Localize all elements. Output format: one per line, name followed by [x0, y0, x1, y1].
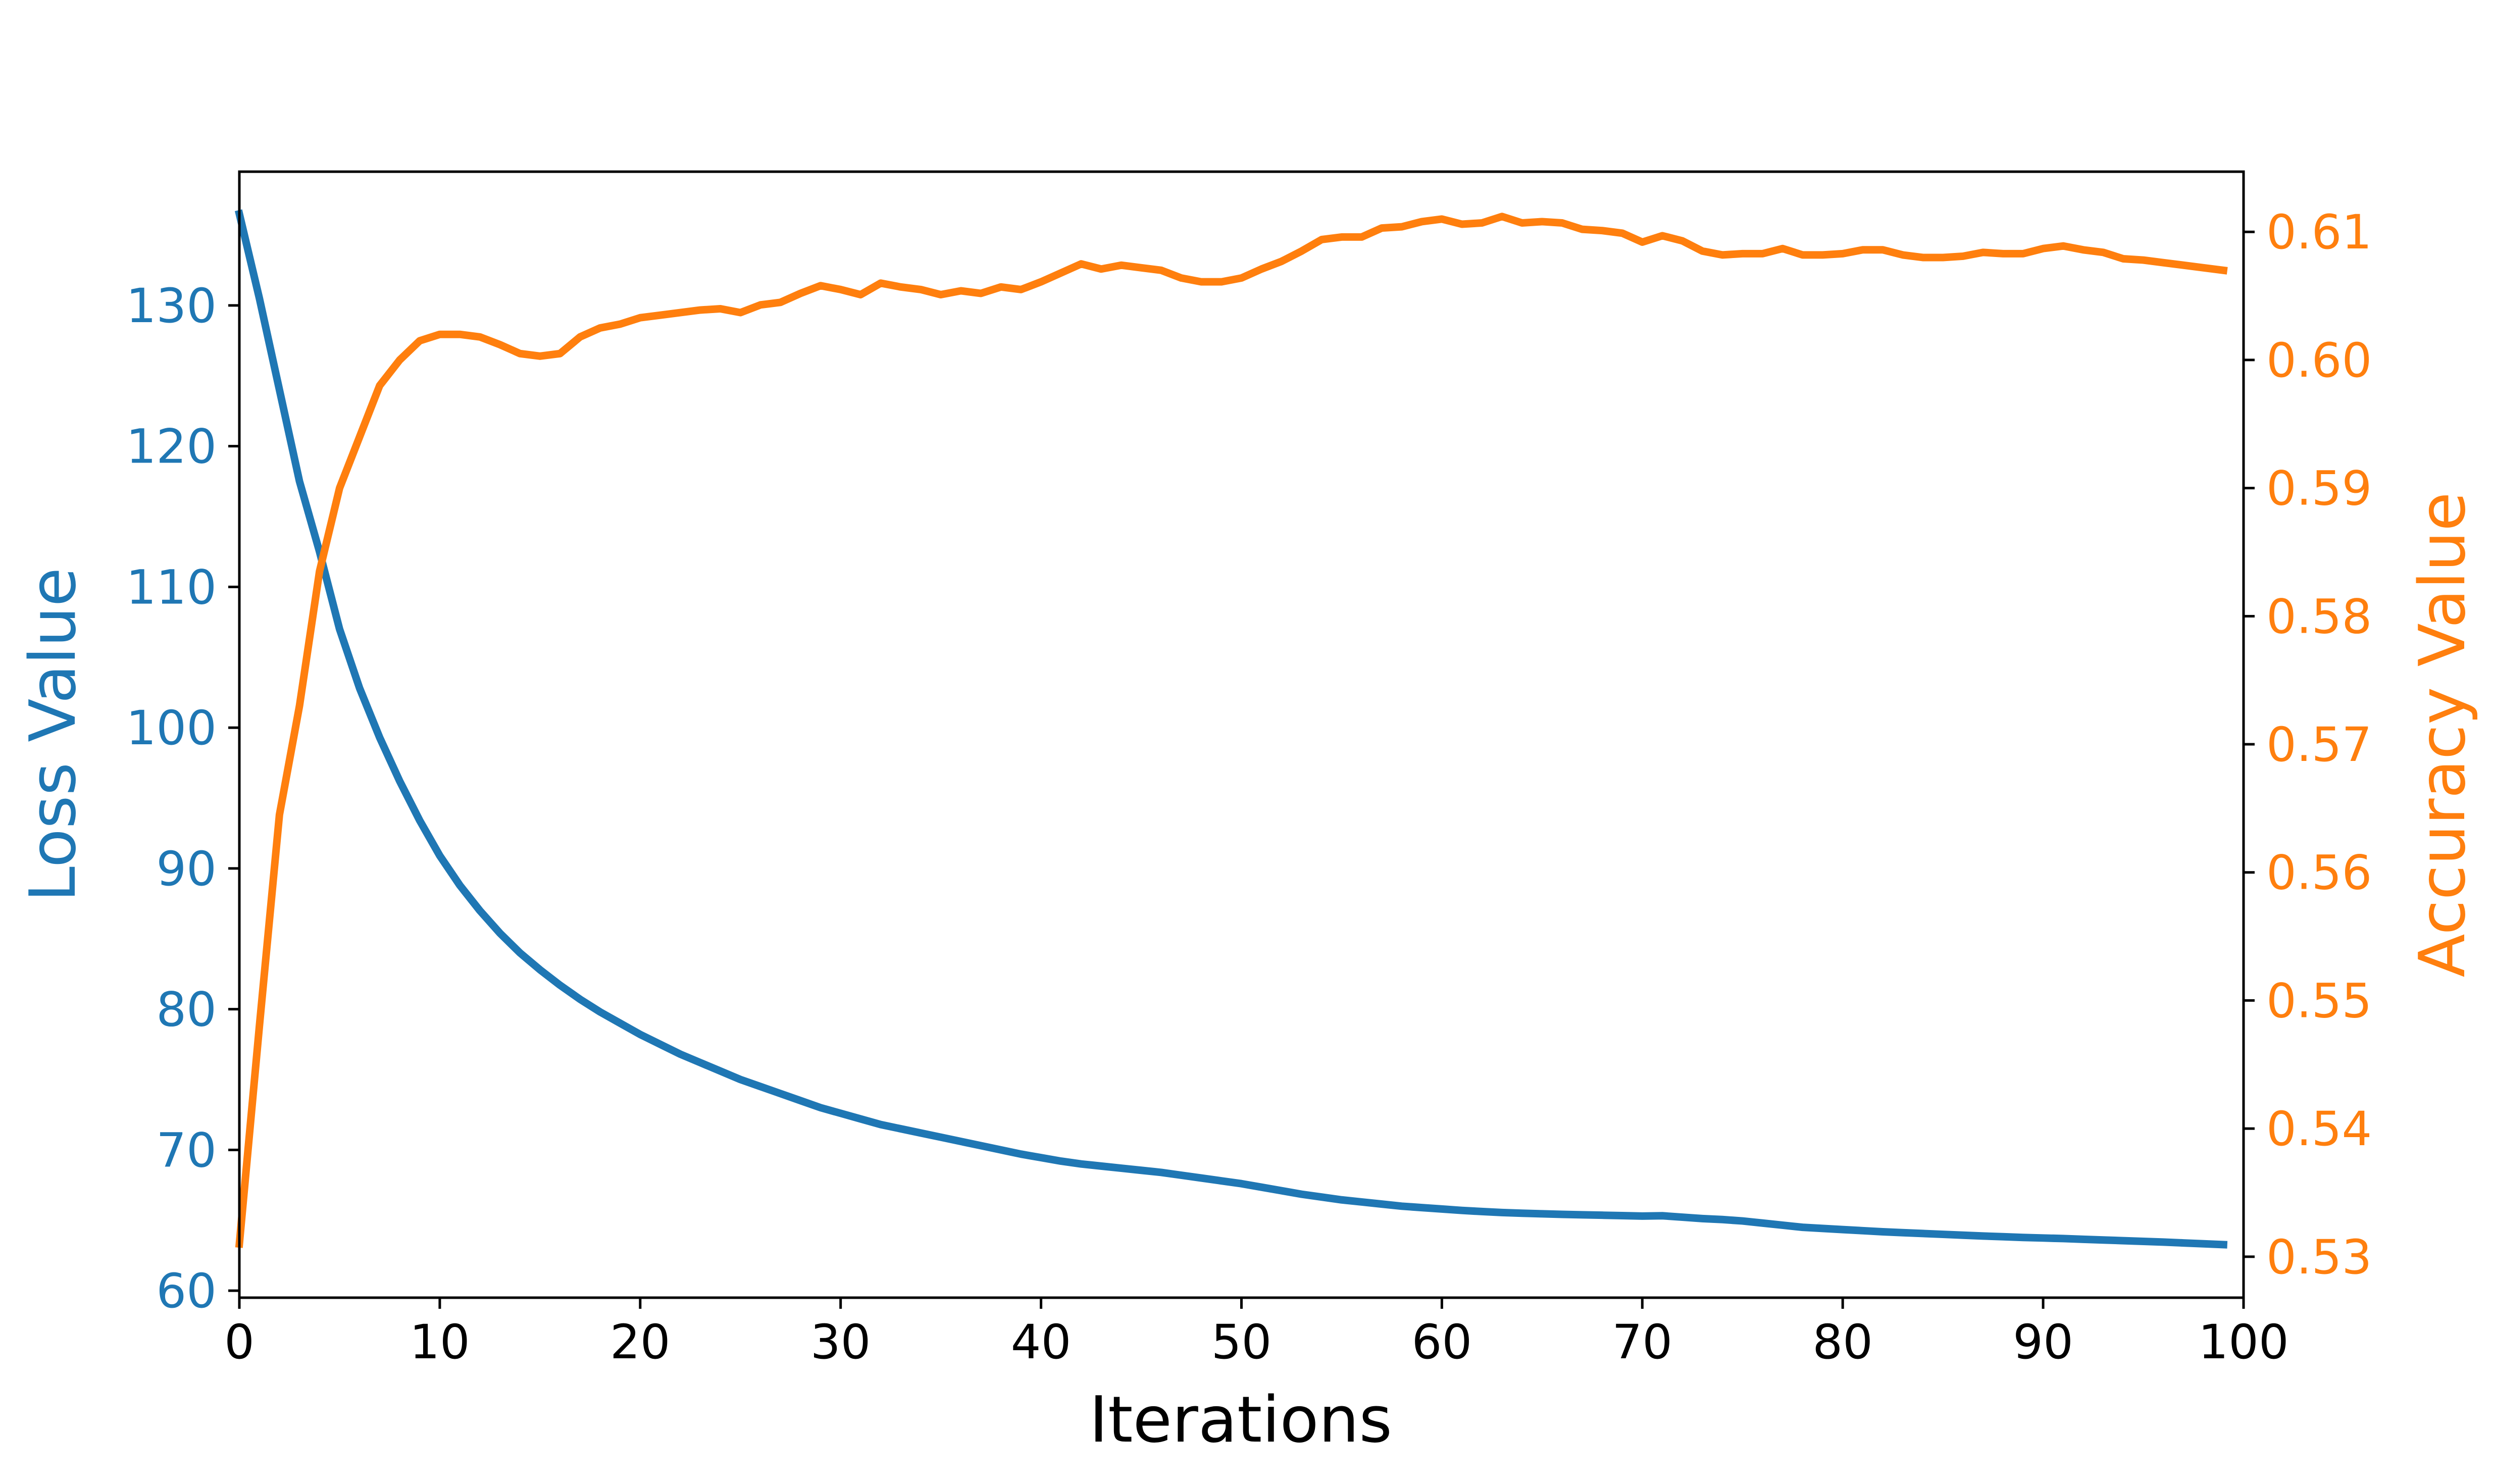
right-y-tick-label: 0.53 [2266, 1230, 2372, 1285]
x-tick-label: 90 [2013, 1315, 2073, 1370]
right-y-tick-label: 0.61 [2266, 205, 2372, 260]
x-tick-label: 50 [1211, 1315, 1272, 1370]
x-tick-label: 20 [610, 1315, 671, 1370]
x-tick-label: 60 [1412, 1315, 1472, 1370]
x-tick-label: 100 [2198, 1315, 2288, 1370]
loss-series-line [234, 209, 2228, 1249]
right-y-tick-label: 0.58 [2266, 589, 2372, 644]
right-y-tick-label: 0.56 [2266, 846, 2372, 901]
x-tick-label: 70 [1612, 1315, 1672, 1370]
right-y-tick-label: 0.57 [2266, 718, 2372, 773]
x-tick-label: 30 [810, 1315, 871, 1370]
left-y-tick-label: 60 [156, 1264, 217, 1319]
axes-border [238, 170, 2245, 1299]
left-y-tick-label: 70 [156, 1123, 217, 1178]
left-y-tick-label: 110 [126, 560, 217, 615]
x-tick-label: 0 [224, 1315, 255, 1370]
x-tick-label: 40 [1011, 1315, 1072, 1370]
left-y-axis-label: Loss Value [16, 568, 90, 902]
right-y-tick-label: 0.59 [2266, 462, 2372, 517]
right-y-tick-label: 0.54 [2266, 1102, 2372, 1157]
plot-area [234, 209, 2228, 1249]
right-y-tick-label: 0.60 [2266, 333, 2372, 388]
left-y-tick-label: 80 [156, 983, 217, 1038]
right-y-axis-ticks: 0.53 0.54 0.55 0.56 0.57 0.58 0.59 0.60 0.61 [2244, 205, 2372, 1285]
x-axis-ticks: 0 10 20 30 40 50 60 70 80 90 100 [224, 1298, 2289, 1370]
accuracy-series-line [235, 213, 2228, 1248]
x-tick-label: 10 [410, 1315, 470, 1370]
right-y-axis-label: Accuracy Value [2405, 492, 2479, 977]
axes-frame [238, 170, 2245, 1299]
left-y-tick-label: 120 [126, 420, 217, 475]
right-y-tick-label: 0.55 [2266, 974, 2372, 1029]
x-axis-label: Iterations [1089, 1383, 1392, 1457]
left-y-tick-label: 90 [156, 842, 217, 897]
left-y-tick-label: 130 [126, 279, 217, 334]
left-y-axis-ticks: 60 70 80 90 100 110 120 130 [126, 279, 239, 1319]
x-tick-label: 80 [1812, 1315, 1873, 1370]
left-y-tick-label: 100 [126, 701, 217, 756]
